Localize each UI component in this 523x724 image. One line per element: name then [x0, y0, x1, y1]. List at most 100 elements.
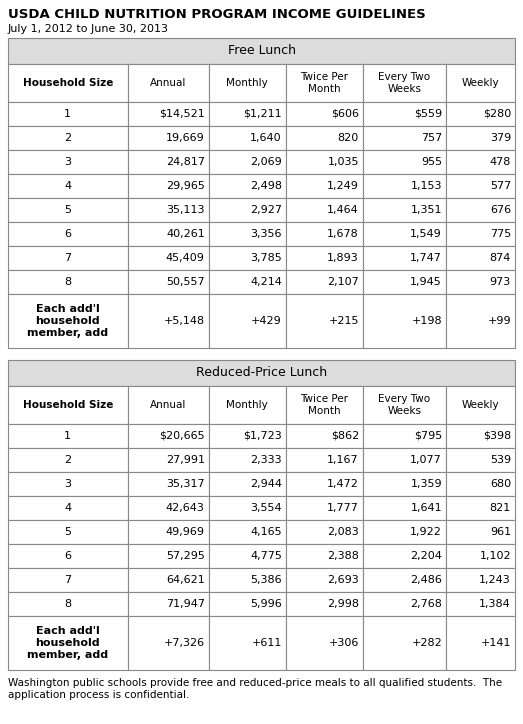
Text: 757: 757 — [421, 133, 442, 143]
Text: 24,817: 24,817 — [166, 157, 205, 167]
Bar — [128, 222, 209, 246]
Bar — [8, 174, 128, 198]
Text: 1,359: 1,359 — [411, 479, 442, 489]
Text: 5,996: 5,996 — [250, 599, 282, 609]
Bar — [286, 386, 363, 424]
Bar — [446, 126, 515, 150]
Text: 8: 8 — [64, 277, 71, 287]
Bar — [128, 126, 209, 150]
Text: Twice Per
Month: Twice Per Month — [300, 72, 348, 94]
Bar — [446, 222, 515, 246]
Bar — [8, 222, 128, 246]
Bar — [363, 174, 446, 198]
Text: 2,388: 2,388 — [327, 551, 359, 561]
Bar — [363, 568, 446, 592]
Bar — [128, 386, 209, 424]
Bar — [446, 64, 515, 102]
Bar — [209, 568, 286, 592]
Text: 539: 539 — [490, 455, 511, 465]
Bar — [286, 246, 363, 270]
Bar — [446, 592, 515, 616]
Bar — [128, 448, 209, 472]
Bar — [363, 472, 446, 496]
Bar — [8, 496, 128, 520]
Bar — [209, 592, 286, 616]
Text: 5: 5 — [64, 205, 71, 215]
Bar — [8, 38, 515, 64]
Text: Household Size: Household Size — [22, 400, 113, 410]
Text: 6: 6 — [64, 229, 71, 239]
Bar — [446, 198, 515, 222]
Bar — [209, 126, 286, 150]
Text: 676: 676 — [490, 205, 511, 215]
Text: 2: 2 — [64, 455, 71, 465]
Bar — [363, 616, 446, 670]
Bar — [128, 616, 209, 670]
Text: 379: 379 — [490, 133, 511, 143]
Bar — [209, 222, 286, 246]
Bar — [128, 198, 209, 222]
Text: 1,678: 1,678 — [327, 229, 359, 239]
Text: Weekly: Weekly — [462, 400, 499, 410]
Text: Annual: Annual — [150, 78, 186, 88]
Bar — [446, 520, 515, 544]
Bar — [446, 270, 515, 294]
Text: Every Two
Weeks: Every Two Weeks — [379, 72, 430, 94]
Bar — [363, 102, 446, 126]
Bar — [446, 246, 515, 270]
Bar — [363, 198, 446, 222]
Text: 50,557: 50,557 — [166, 277, 205, 287]
Bar — [128, 102, 209, 126]
Bar — [8, 102, 128, 126]
Bar — [363, 424, 446, 448]
Text: 2,486: 2,486 — [410, 575, 442, 585]
Text: 1,243: 1,243 — [479, 575, 511, 585]
Text: 1,167: 1,167 — [327, 455, 359, 465]
Text: 2,998: 2,998 — [327, 599, 359, 609]
Text: 42,643: 42,643 — [166, 503, 205, 513]
Bar — [8, 568, 128, 592]
Bar — [209, 520, 286, 544]
Text: 35,113: 35,113 — [166, 205, 205, 215]
Text: Free Lunch: Free Lunch — [228, 44, 295, 57]
Bar — [363, 448, 446, 472]
Bar — [209, 174, 286, 198]
Bar — [128, 174, 209, 198]
Text: 1,035: 1,035 — [327, 157, 359, 167]
Text: 1,351: 1,351 — [411, 205, 442, 215]
Bar — [286, 496, 363, 520]
Bar — [286, 270, 363, 294]
Bar — [8, 360, 515, 386]
Text: +429: +429 — [251, 316, 282, 326]
Bar — [363, 270, 446, 294]
Bar — [209, 246, 286, 270]
Text: +215: +215 — [328, 316, 359, 326]
Bar — [8, 386, 128, 424]
Bar — [128, 592, 209, 616]
Bar — [446, 568, 515, 592]
Text: $862: $862 — [331, 431, 359, 441]
Text: 4,165: 4,165 — [250, 527, 282, 537]
Text: 4,214: 4,214 — [250, 277, 282, 287]
Bar — [446, 386, 515, 424]
Text: USDA CHILD NUTRITION PROGRAM INCOME GUIDELINES: USDA CHILD NUTRITION PROGRAM INCOME GUID… — [8, 8, 426, 21]
Bar — [286, 616, 363, 670]
Bar — [286, 294, 363, 348]
Bar — [209, 424, 286, 448]
Text: 5,386: 5,386 — [250, 575, 282, 585]
Text: 1,747: 1,747 — [410, 253, 442, 263]
Text: 874: 874 — [490, 253, 511, 263]
Bar — [209, 198, 286, 222]
Bar — [209, 294, 286, 348]
Bar — [446, 150, 515, 174]
Text: 6: 6 — [64, 551, 71, 561]
Bar — [446, 544, 515, 568]
Text: Each add'l
household
member, add: Each add'l household member, add — [27, 304, 108, 337]
Text: 2,107: 2,107 — [327, 277, 359, 287]
Text: 2,693: 2,693 — [327, 575, 359, 585]
Bar — [446, 496, 515, 520]
Bar — [286, 126, 363, 150]
Bar — [209, 472, 286, 496]
Text: $1,211: $1,211 — [243, 109, 282, 119]
Text: July 1, 2012 to June 30, 2013: July 1, 2012 to June 30, 2013 — [8, 24, 169, 34]
